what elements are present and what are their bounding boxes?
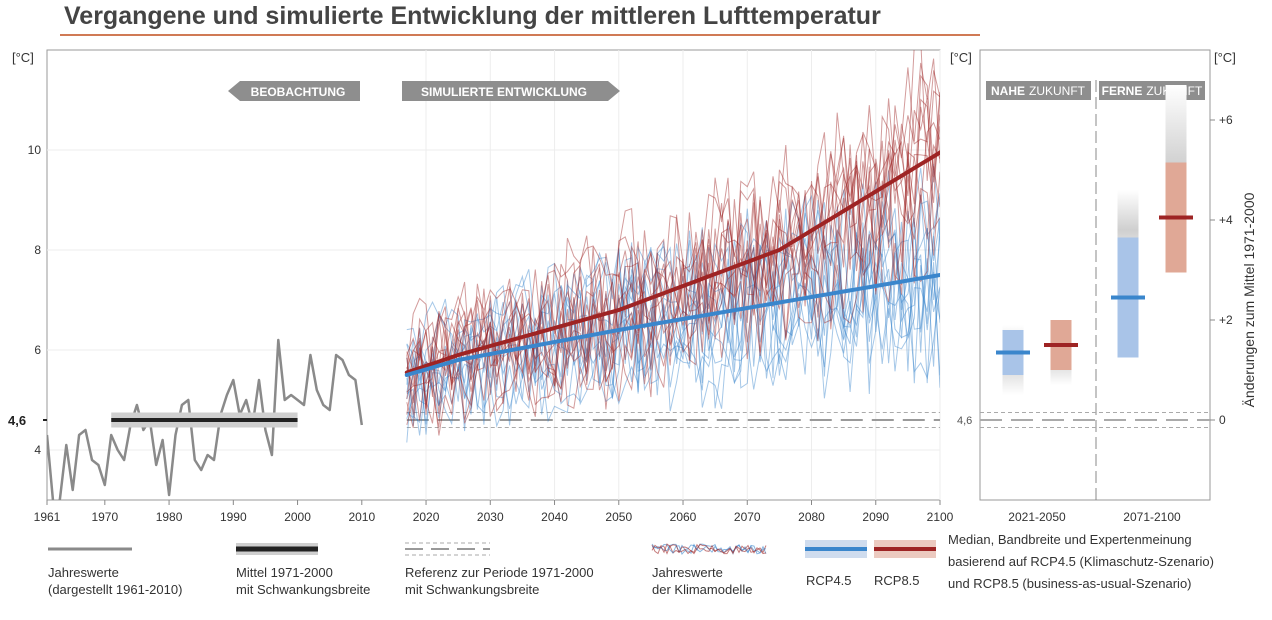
section-label-observation-text: BEOBACHTUNG — [251, 85, 346, 99]
proj-y-tick-label: 0 — [1219, 413, 1226, 427]
proj-category-label: 2021-2050 — [1008, 510, 1066, 524]
x-tick-label: 2090 — [862, 510, 889, 524]
title-underline — [60, 34, 980, 36]
model-run — [406, 121, 940, 436]
legend-reference-line1: Referenz zur Periode 1971-2000 — [405, 565, 594, 580]
x-tick-label: 2060 — [670, 510, 697, 524]
x-tick-label: 2080 — [798, 510, 825, 524]
model-run — [406, 200, 940, 419]
model-run — [406, 218, 940, 427]
legend-reference-line2: mit Schwankungsbreite — [405, 582, 540, 597]
model-run — [406, 210, 940, 420]
chart-title: Vergangene und simulierte Entwicklung de… — [64, 2, 881, 30]
proj-category-label: 2071-2100 — [1123, 510, 1181, 524]
legend-observed-line1: Jahreswerte — [48, 565, 119, 580]
legend-model-run — [651, 543, 767, 555]
projection-axes: 0 +2 +4 +6 [°C] [°C] 4,6 2021-2050 2071-2100 — [950, 50, 1236, 524]
rcp85-median-line — [404, 150, 940, 375]
period-label-near: NAHE ZUKUNFT — [986, 81, 1091, 100]
section-label-simulation-text: SIMULIERTE ENTWICKLUNG — [421, 85, 587, 99]
reference-value-label: 4,6 — [8, 413, 26, 428]
rcp45-median-line — [404, 273, 940, 377]
x-tick-label: 1980 — [156, 510, 183, 524]
legend-rcp85-label: RCP8.5 — [874, 573, 920, 588]
main-axes: 4 6 8 10 1961 1970 1980 1990 2000 2010 2020 2030 204… — [8, 50, 954, 524]
legend-description-line3: und RCP8.5 (business-as-usual-Szenario) — [948, 576, 1192, 591]
x-tick-label: 2030 — [477, 510, 504, 524]
reference-lines — [406, 412, 940, 428]
x-tick-label: 2000 — [284, 510, 311, 524]
y-tick-label: 6 — [34, 343, 41, 357]
legend-mean-line1: Mittel 1971-2000 — [236, 565, 333, 580]
x-tick-label: 1970 — [91, 510, 118, 524]
model-run — [406, 74, 940, 393]
model-run — [406, 170, 940, 388]
section-label-observation: BEOBACHTUNG — [228, 81, 360, 101]
legend-models-line2: der Klimamodelle — [652, 582, 753, 597]
model-run — [406, 50, 940, 375]
proj-y-tick-label: +6 — [1219, 113, 1233, 127]
y-tick-label: 10 — [28, 143, 42, 157]
model-run — [406, 143, 940, 421]
legend-mean-line2: mit Schwankungsbreite — [236, 582, 371, 597]
x-tick-label: 1961 — [34, 510, 61, 524]
main-unit-label: [°C] — [12, 50, 34, 65]
legend-description-line1: Median, Bandbreite und Expertenmeinung — [948, 532, 1192, 547]
model-run — [406, 210, 940, 406]
x-tick-label: 2010 — [348, 510, 375, 524]
model-run — [406, 58, 940, 381]
legend-model-run — [651, 543, 767, 555]
legend — [48, 540, 936, 558]
legend-description-line2: basierend auf RCP4.5 (Klimaschutz-Szenar… — [948, 554, 1214, 569]
model-run — [406, 70, 940, 404]
legend-rcp45-label: RCP4.5 — [806, 573, 852, 588]
x-tick-label: 2040 — [541, 510, 568, 524]
legend-models-line1: Jahreswerte — [652, 565, 723, 580]
model-run — [406, 98, 940, 428]
x-tick-label: 2100 — [927, 510, 954, 524]
x-tick-label: 2020 — [413, 510, 440, 524]
proj-y-tick-label: +4 — [1219, 213, 1233, 227]
legend-swatch-models — [651, 543, 767, 555]
proj-y-tick-label: +2 — [1219, 313, 1233, 327]
period-label-far: FERNEZUKUNFT — [1099, 81, 1205, 100]
proj-left-tick-label: 4,6 — [957, 415, 972, 427]
model-run — [406, 254, 940, 426]
period-label-far-bold: FERNE — [1102, 84, 1143, 98]
y-tick-label: 8 — [34, 243, 41, 257]
period-label-near-rest: ZUKUNFT — [1029, 84, 1086, 98]
period-label-near-bold: NAHE — [991, 84, 1025, 98]
legend-observed-line2: (dargestellt 1961-2010) — [48, 582, 183, 597]
main-series — [47, 150, 940, 500]
model-run — [406, 250, 940, 443]
projection-y-axis-title: Änderungen zum Mittel 1971-2000 — [1241, 192, 1257, 407]
y-tick-label: 4 — [34, 443, 41, 457]
x-tick-label: 1990 — [220, 510, 247, 524]
x-tick-label: 2050 — [605, 510, 632, 524]
svg-text:FERNEZUKUNFT: FERNEZUKUNFT — [1102, 84, 1203, 98]
main-gridlines — [47, 50, 941, 500]
proj-unit-label-left: [°C] — [950, 50, 972, 65]
x-tick-label: 2070 — [734, 510, 761, 524]
projection-series — [980, 85, 1210, 428]
section-label-simulation: SIMULIERTE ENTWICKLUNG — [402, 81, 620, 101]
model-run — [406, 164, 940, 400]
model-run — [406, 167, 940, 366]
model-run — [406, 158, 940, 428]
proj-unit-label-right: [°C] — [1214, 50, 1236, 65]
model-run — [406, 183, 940, 393]
observed-line — [47, 338, 364, 500]
